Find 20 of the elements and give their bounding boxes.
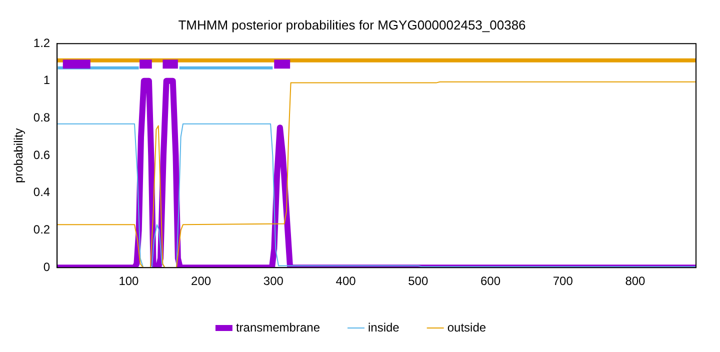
x-tick-label: 700: [552, 274, 574, 288]
y-tick-label: 1: [43, 73, 50, 88]
legend-label: transmembrane: [236, 320, 320, 334]
x-tick-label: 500: [408, 274, 428, 288]
x-tick-label: 400: [336, 274, 356, 288]
y-tick-label: 0.4: [33, 185, 50, 200]
y-tick-label: 0.8: [33, 110, 50, 125]
x-tick-label: 600: [480, 274, 501, 288]
y-tick-label: 0: [43, 260, 50, 274]
x-tick-label: 800: [625, 274, 646, 288]
x-tick-label: 100: [118, 274, 140, 288]
legend-label: outside: [447, 320, 486, 334]
y-tick-label: 0.6: [33, 148, 50, 162]
x-tick-label: 200: [191, 274, 212, 288]
x-tick-label: 300: [263, 274, 284, 288]
y-axis-title: probability: [12, 128, 26, 183]
chart-title: TMHMM posterior probabilities for MGYG000002453_00386: [178, 17, 526, 32]
legend-label: inside: [368, 320, 400, 334]
y-tick-label: 0.2: [33, 222, 50, 237]
y-tick-label: 1.2: [33, 36, 50, 50]
